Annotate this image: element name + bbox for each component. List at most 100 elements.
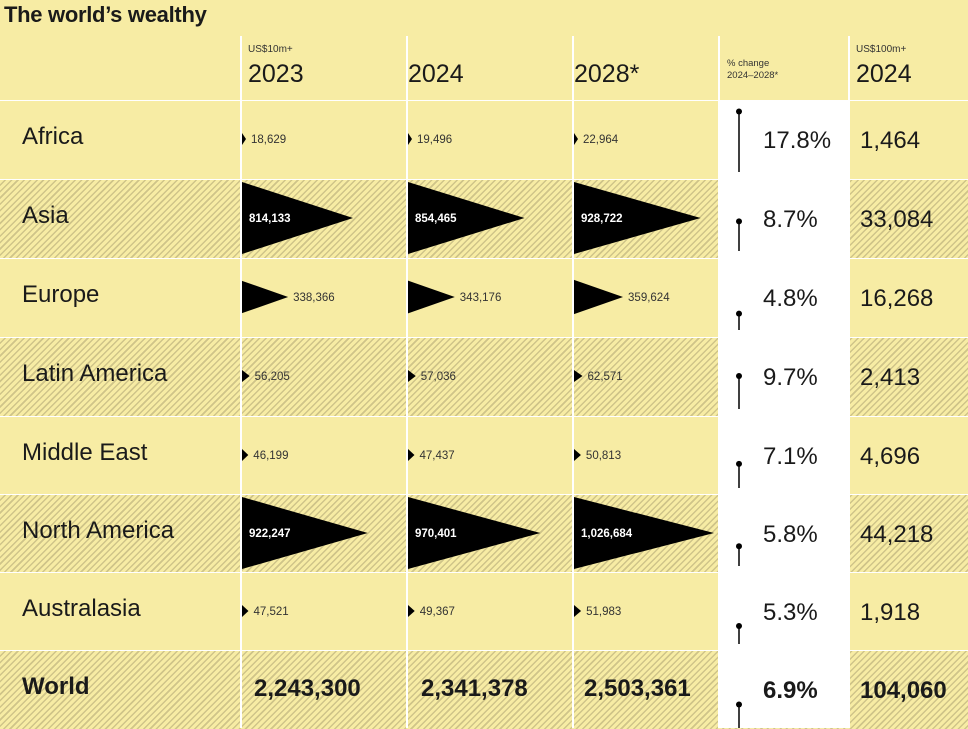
- region-label: Asia: [22, 202, 69, 229]
- year-2024-label: 2024: [408, 60, 464, 88]
- value-triangle: [408, 280, 455, 314]
- ultra-wealthy-2024: 44,218: [860, 521, 934, 548]
- region-label: World: [22, 673, 90, 700]
- pct-change-dot: [736, 622, 742, 629]
- pct-value: 9.7%: [763, 364, 818, 391]
- value-triangle: [408, 449, 415, 461]
- value-triangle: [574, 497, 714, 569]
- ultra-wealthy-2024: 33,084: [860, 206, 934, 233]
- pct-value: 5.8%: [763, 521, 818, 548]
- world-2023-value: 2,243,300: [254, 675, 361, 702]
- value-label: 854,465: [415, 213, 457, 225]
- header-2023: US$10m+ 2023: [248, 36, 398, 100]
- value-label: 970,401: [415, 528, 457, 540]
- unit-label-100m: US$100m+: [856, 44, 907, 55]
- value-triangle: [242, 605, 249, 617]
- pct-change-dot: [736, 108, 742, 115]
- value-label: 814,133: [249, 213, 291, 225]
- region-label: Latin America: [22, 360, 168, 387]
- pct-value: 5.3%: [763, 599, 818, 626]
- header-2024: 2024: [408, 36, 558, 100]
- value-triangle: [408, 182, 525, 254]
- pct-value-world: 6.9%: [763, 677, 818, 704]
- pct-value: 8.7%: [763, 206, 818, 233]
- value-triangle: [408, 605, 415, 617]
- value-label: 51,983: [586, 606, 621, 618]
- value-triangle: [574, 279, 624, 315]
- value-triangle: [242, 133, 246, 145]
- pct-change-dot: [736, 373, 742, 380]
- pct-change-line2: 2024–2028*: [727, 70, 779, 81]
- value-label: 56,205: [255, 371, 290, 383]
- header-ultra-2024: US$100m+ 2024: [856, 36, 966, 100]
- value-label: 57,036: [421, 371, 456, 383]
- value-label: 928,722: [581, 213, 623, 225]
- year-2023-label: 2023: [248, 60, 304, 88]
- region-label: Europe: [22, 281, 100, 308]
- column-divider: [572, 36, 574, 728]
- region-label: Africa: [22, 123, 84, 150]
- value-triangle: [408, 370, 416, 382]
- region-label: Australasia: [22, 595, 141, 622]
- value-label: 18,629: [251, 134, 286, 146]
- pct-change-label: % change 2024–2028*: [727, 58, 778, 82]
- ultra-wealthy-2024: 1,464: [860, 127, 921, 154]
- value-label: 359,624: [628, 292, 670, 304]
- value-label: 49,367: [420, 606, 455, 618]
- value-triangle: [574, 605, 582, 617]
- value-label: 62,571: [588, 371, 623, 383]
- value-triangle: [408, 497, 541, 569]
- value-triangle: [242, 449, 249, 461]
- value-label: 47,521: [253, 606, 288, 618]
- value-label: 46,199: [253, 450, 288, 462]
- header-pct-change: % change 2024–2028*: [727, 36, 847, 100]
- row-australasia: Australasia: [0, 572, 968, 651]
- region-label: North America: [22, 517, 175, 544]
- ultra-wealthy-2024: 16,268: [860, 285, 934, 312]
- column-divider: [406, 36, 408, 728]
- pct-change-dot: [736, 310, 742, 317]
- value-label: 343,176: [460, 292, 502, 304]
- unit-label-10m: US$10m+: [248, 44, 293, 55]
- pct-change-dot: [736, 543, 742, 550]
- value-triangle: [574, 370, 583, 382]
- row-europe: Europe: [0, 258, 968, 337]
- value-triangle: [242, 280, 289, 314]
- value-triangle: [242, 182, 354, 254]
- value-triangle: [408, 133, 412, 145]
- year-2028-label: 2028*: [574, 60, 640, 88]
- value-triangle: [242, 370, 250, 382]
- ultra-wealthy-2024: 4,696: [860, 443, 921, 470]
- pct-value: 7.1%: [763, 443, 818, 470]
- value-label: 19,496: [417, 134, 452, 146]
- pct-value: 17.8%: [763, 127, 832, 154]
- value-label: 922,247: [249, 528, 291, 540]
- pct-change-dot-world: [736, 701, 742, 708]
- world-2024-value: 2,341,378: [421, 675, 528, 702]
- pct-change-dot: [736, 218, 742, 225]
- pct-change-panel: [719, 100, 848, 728]
- value-label: 22,964: [583, 134, 619, 146]
- row-africa: Africa: [0, 100, 968, 179]
- value-label: 47,437: [419, 450, 454, 462]
- row-middle-east: Middle East: [0, 416, 968, 495]
- value-triangle: [242, 497, 368, 569]
- value-triangle: [574, 182, 701, 254]
- header-2028: 2028*: [574, 36, 714, 100]
- value-triangle: [574, 449, 581, 461]
- ultra-wealthy-2024: 1,918: [860, 599, 921, 626]
- column-divider: [240, 36, 242, 728]
- value-triangle: [574, 133, 578, 145]
- pct-change-line1: % change: [727, 58, 770, 69]
- column-divider: [848, 36, 850, 728]
- region-label: Middle East: [22, 439, 148, 466]
- pct-change-dot: [736, 460, 742, 467]
- value-label: 1,026,684: [581, 528, 633, 540]
- ultra-wealthy-2024: 2,413: [860, 364, 921, 391]
- column-divider: [718, 36, 720, 728]
- value-label: 338,366: [293, 292, 335, 304]
- value-label: 50,813: [586, 450, 621, 462]
- year-2024b-label: 2024: [856, 60, 912, 88]
- world-2028-value: 2,503,361: [584, 675, 691, 702]
